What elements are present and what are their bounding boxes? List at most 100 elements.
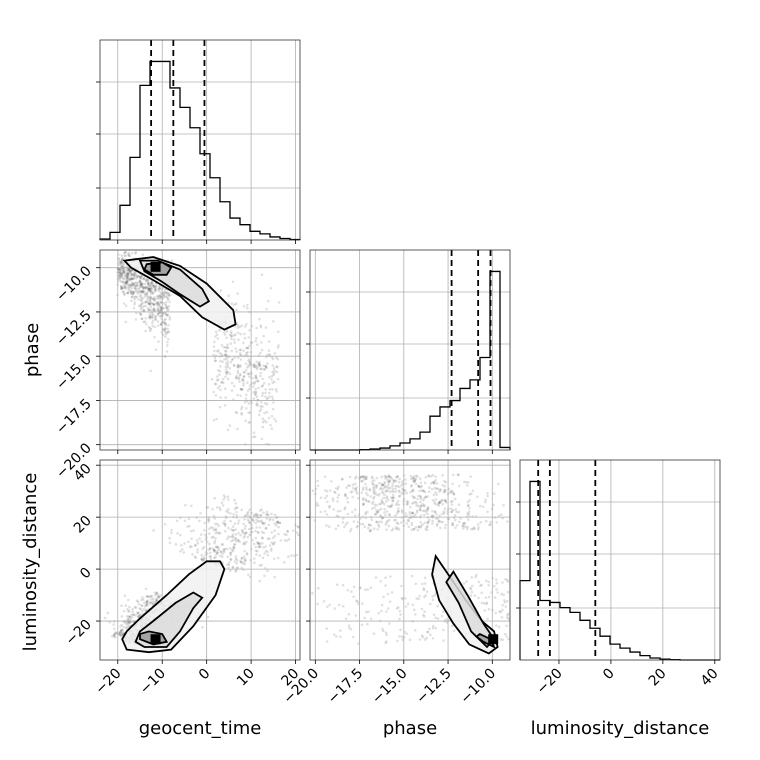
scatter-point	[383, 493, 386, 497]
scatter-point	[135, 281, 138, 284]
contour-phase-luminosity-distance-1	[445, 570, 496, 649]
scatter-point	[355, 525, 359, 529]
scatter-point	[506, 520, 509, 523]
scatter-point	[143, 286, 146, 289]
scatter-point	[134, 614, 138, 617]
scatter-point	[385, 496, 388, 500]
scatter-point	[132, 290, 136, 293]
scatter-point	[129, 270, 132, 273]
scatter-point	[131, 282, 135, 286]
scatter-point	[264, 401, 267, 405]
scatter-point	[276, 357, 280, 361]
scatter-point	[373, 506, 376, 509]
scatter-point	[224, 396, 227, 399]
scatter-point	[128, 285, 132, 288]
scatter-point	[419, 524, 423, 528]
scatter-point	[426, 506, 430, 509]
scatter-point	[228, 547, 232, 550]
scatter-point	[422, 499, 425, 502]
scatter-point	[351, 486, 355, 490]
scatter-point	[226, 563, 229, 566]
scatter-point	[235, 375, 238, 378]
scatter-point	[243, 336, 247, 340]
scatter-point	[156, 312, 160, 316]
scatter-point	[230, 337, 233, 341]
scatter-point	[227, 526, 230, 530]
scatter-point	[223, 496, 227, 499]
scatter-point	[155, 592, 159, 595]
scatter-point	[246, 510, 250, 514]
scatter-point	[151, 283, 155, 287]
scatter-point	[384, 584, 387, 587]
scatter-point	[248, 358, 251, 361]
scatter-point	[170, 259, 174, 263]
scatter-point	[236, 331, 240, 335]
scatter-point	[150, 284, 153, 287]
scatter-point	[276, 330, 280, 334]
scatter-point	[410, 528, 414, 532]
scatter-point	[398, 609, 402, 613]
scatter-point	[181, 548, 184, 551]
scatter-point	[245, 553, 249, 556]
scatter-point	[293, 554, 296, 557]
scatter-point	[441, 520, 445, 524]
scatter-point	[396, 527, 400, 530]
scatter-point	[135, 284, 139, 287]
scatter-point	[383, 486, 386, 490]
scatter-point	[141, 287, 145, 291]
scatter-point	[208, 542, 211, 546]
scatter-point	[128, 278, 132, 282]
scatter-point	[127, 268, 130, 271]
scatter-point	[432, 481, 436, 485]
scatter-point	[265, 517, 269, 520]
scatter-point	[252, 431, 256, 435]
scatter-point	[431, 480, 435, 484]
scatter-point	[492, 492, 496, 496]
scatter-point	[489, 523, 492, 526]
scatter-point	[128, 621, 132, 624]
scatter-point	[113, 635, 116, 638]
scatter-point	[273, 369, 277, 373]
scatter-point	[387, 481, 391, 484]
scatter-point	[440, 498, 444, 502]
scatter-point	[128, 277, 132, 281]
scatter-point	[466, 512, 469, 515]
scatter-point	[361, 498, 365, 502]
scatter-point	[430, 481, 433, 485]
scatter-point	[463, 521, 467, 525]
scatter-point	[125, 273, 129, 277]
scatter-point	[236, 324, 240, 327]
scatter-point	[145, 294, 149, 298]
scatter-point	[155, 301, 159, 305]
scatter-point	[493, 596, 497, 599]
contour-geocent-time-luminosity-distance-0	[121, 560, 226, 654]
scatter-point	[434, 491, 437, 494]
scatter-point	[130, 290, 134, 294]
scatter-point	[384, 500, 388, 503]
scatter-point	[126, 277, 130, 281]
scatter-point	[418, 508, 422, 512]
scatter-point	[165, 313, 168, 317]
scatter-point	[268, 388, 272, 391]
scatter-point	[166, 344, 169, 347]
scatter-point	[403, 489, 407, 492]
scatter-point	[363, 476, 367, 479]
scatter-point	[148, 288, 151, 292]
scatter-point	[316, 602, 319, 606]
scatter-point	[163, 321, 166, 325]
scatter-point	[276, 520, 280, 524]
scatter-point	[216, 375, 219, 378]
scatter-point	[132, 613, 135, 617]
scatter-point	[362, 503, 365, 507]
scatter-point	[354, 508, 357, 512]
scatter-point	[384, 477, 387, 480]
scatter-point	[384, 641, 388, 645]
scatter-point	[440, 614, 444, 618]
y-tick-label-phase-3: −12.5	[53, 307, 95, 349]
scatter-point	[268, 376, 271, 379]
scatter-point	[225, 336, 228, 340]
scatter-point	[149, 369, 153, 373]
scatter-point	[356, 520, 360, 524]
scatter-point	[246, 346, 249, 350]
scatter-point	[370, 475, 374, 479]
